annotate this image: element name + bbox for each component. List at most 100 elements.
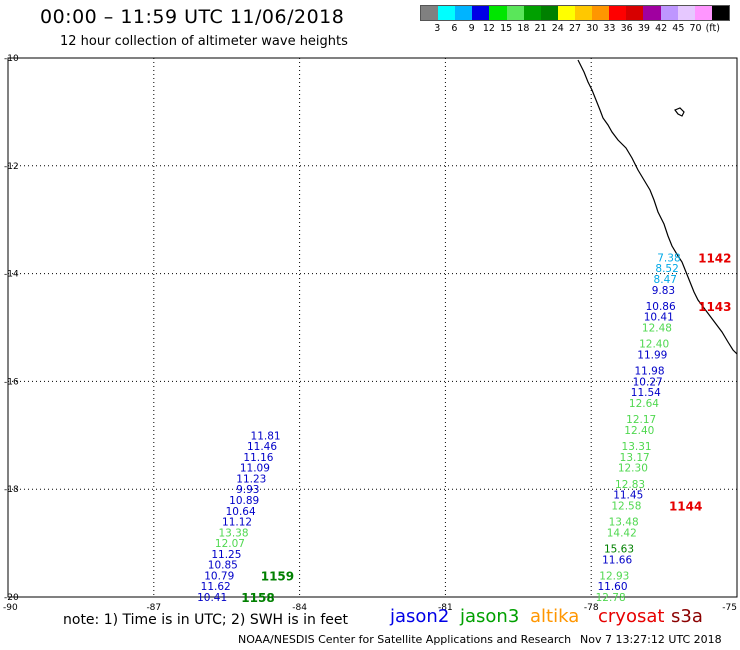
swh-value: 12.93 (599, 570, 629, 582)
lat-tick-label: -18 (4, 485, 19, 495)
page-title: 00:00 – 11:59 UTC 11/06/2018 (40, 6, 345, 28)
legend-swatch (574, 6, 593, 20)
legend-labels: 3 6 9 12 15 18 21 24 27 30 33 36 39 42 45 70 (ft) (420, 21, 730, 35)
lon-tick-label: -84 (292, 603, 307, 613)
swh-value: 11.16 (243, 452, 273, 464)
legend-label: 3 (434, 23, 441, 34)
axis-labels: -10 -12 -14 -16 -18 -20-90 -87 -84 -81 -78 -75 (3, 54, 737, 613)
legend-label: 9 (468, 23, 475, 34)
swh-value: 11.62 (201, 581, 231, 593)
legend-label: 39 (637, 23, 650, 34)
swh-value: 10.85 (208, 560, 238, 572)
satellite-name: cryosat (598, 606, 665, 627)
lon-tick-label: -78 (584, 603, 599, 613)
lon-tick-label: -75 (722, 603, 737, 613)
lat-tick-label: -14 (4, 270, 19, 280)
swh-value: 8.47 (654, 274, 677, 286)
color-scale-legend: 3 6 9 12 15 18 21 24 27 30 33 36 39 42 45 70 (ft) (420, 5, 730, 39)
legend-swatch (592, 6, 610, 20)
swh-value: 11.66 (602, 554, 632, 566)
swh-value: 9.93 (236, 484, 259, 496)
legend-swatch (557, 6, 575, 20)
legend-swatch (455, 6, 473, 20)
swh-value: 10.41 (197, 592, 227, 604)
satellite-name: altika (530, 606, 580, 627)
lat-tick-label: -10 (4, 54, 19, 64)
swh-value: 10.79 (204, 570, 234, 582)
swh-value: 7.38 (657, 252, 680, 264)
legend-swatch (609, 6, 627, 20)
legend-swatch (438, 6, 456, 20)
swh-value: 8.52 (655, 263, 678, 275)
swh-value: 10.41 (644, 312, 674, 324)
legend-swatch (643, 6, 661, 20)
swh-value: 12.07 (215, 538, 245, 550)
legend-label: 27 (568, 23, 582, 34)
swh-value: 11.12 (222, 517, 252, 529)
lat-tick-label: -16 (4, 377, 19, 387)
swh-value: 12.78 (596, 592, 626, 604)
satellite-name: s3a (671, 606, 703, 627)
swh-value: 12.30 (618, 463, 648, 475)
swh-value: 15.63 (604, 543, 634, 555)
legend-swatch (506, 6, 524, 20)
lon-tick-label: -81 (438, 603, 453, 613)
swh-value: 11.45 (613, 490, 643, 502)
legend-swatch (421, 6, 439, 20)
swh-value: 11.60 (597, 581, 627, 593)
pass-time-label: 1159 (261, 569, 294, 583)
swh-value: 11.54 (631, 387, 661, 399)
lat-tick-label: -20 (4, 593, 19, 603)
legend-swatch (540, 6, 558, 20)
legend-label: 36 (620, 23, 633, 34)
satellite-name: jason3 (460, 606, 520, 627)
pass-time-label: 1144 (669, 499, 702, 513)
swh-value: 12.83 (615, 479, 645, 491)
timestamp: Nov 7 13:27:12 UTC 2018 (580, 633, 722, 646)
coastline (577, 59, 738, 355)
legend-swatch (523, 6, 541, 20)
swh-value: 10.64 (226, 506, 256, 518)
swh-value: 13.31 (622, 441, 652, 453)
legend-label: 12 (482, 23, 495, 34)
legend-swatch (472, 6, 490, 20)
legend-label: 6 (451, 23, 458, 34)
swh-value: 11.98 (634, 366, 664, 378)
swh-value: 11.09 (240, 463, 270, 475)
swh-value: 10.86 (646, 301, 676, 313)
legend-swatch (660, 6, 678, 20)
legend-label: 21 (534, 23, 547, 34)
swh-value: 12.48 (642, 323, 672, 335)
pass-time-label: 1143 (698, 300, 731, 314)
swh-value: 12.64 (629, 398, 659, 410)
note-text: note: 1) Time is in UTC; 2) SWH is in fe… (63, 612, 349, 628)
credit-text: NOAA/NESDIS Center for Satellite Applica… (238, 633, 572, 646)
legend-label: 33 (603, 23, 616, 34)
lon-tick-label: -90 (3, 603, 18, 613)
legend-swatches (420, 5, 730, 21)
island-outline (674, 107, 685, 117)
lat-tick-label: -12 (4, 162, 19, 172)
graticule (8, 58, 737, 597)
legend-label: 24 (551, 23, 564, 34)
pass-time-label: 1158 (241, 591, 274, 605)
swh-value: 12.40 (624, 425, 654, 437)
swh-value: 11.23 (236, 473, 266, 485)
legend-label: 15 (500, 23, 513, 34)
swh-value: 10.89 (229, 495, 259, 507)
legend-swatch (626, 6, 644, 20)
legend-label: 70 (689, 23, 702, 34)
track-west-labels: 11.8111.4611.1611.0911.239.9310.8910.641… (197, 430, 281, 604)
legend-swatch (489, 6, 507, 20)
legend-label: 18 (517, 23, 530, 34)
legend-label: 30 (586, 23, 599, 34)
pass-time-label: 1142 (698, 251, 731, 265)
swh-value: 12.58 (611, 500, 641, 512)
legend-swatch (694, 6, 712, 20)
legend-label: 42 (655, 23, 668, 34)
satellite-name: jason2 (390, 606, 450, 627)
swh-value: 11.99 (637, 349, 667, 361)
swh-value: 14.42 (607, 527, 637, 539)
swh-value: 13.38 (218, 527, 248, 539)
